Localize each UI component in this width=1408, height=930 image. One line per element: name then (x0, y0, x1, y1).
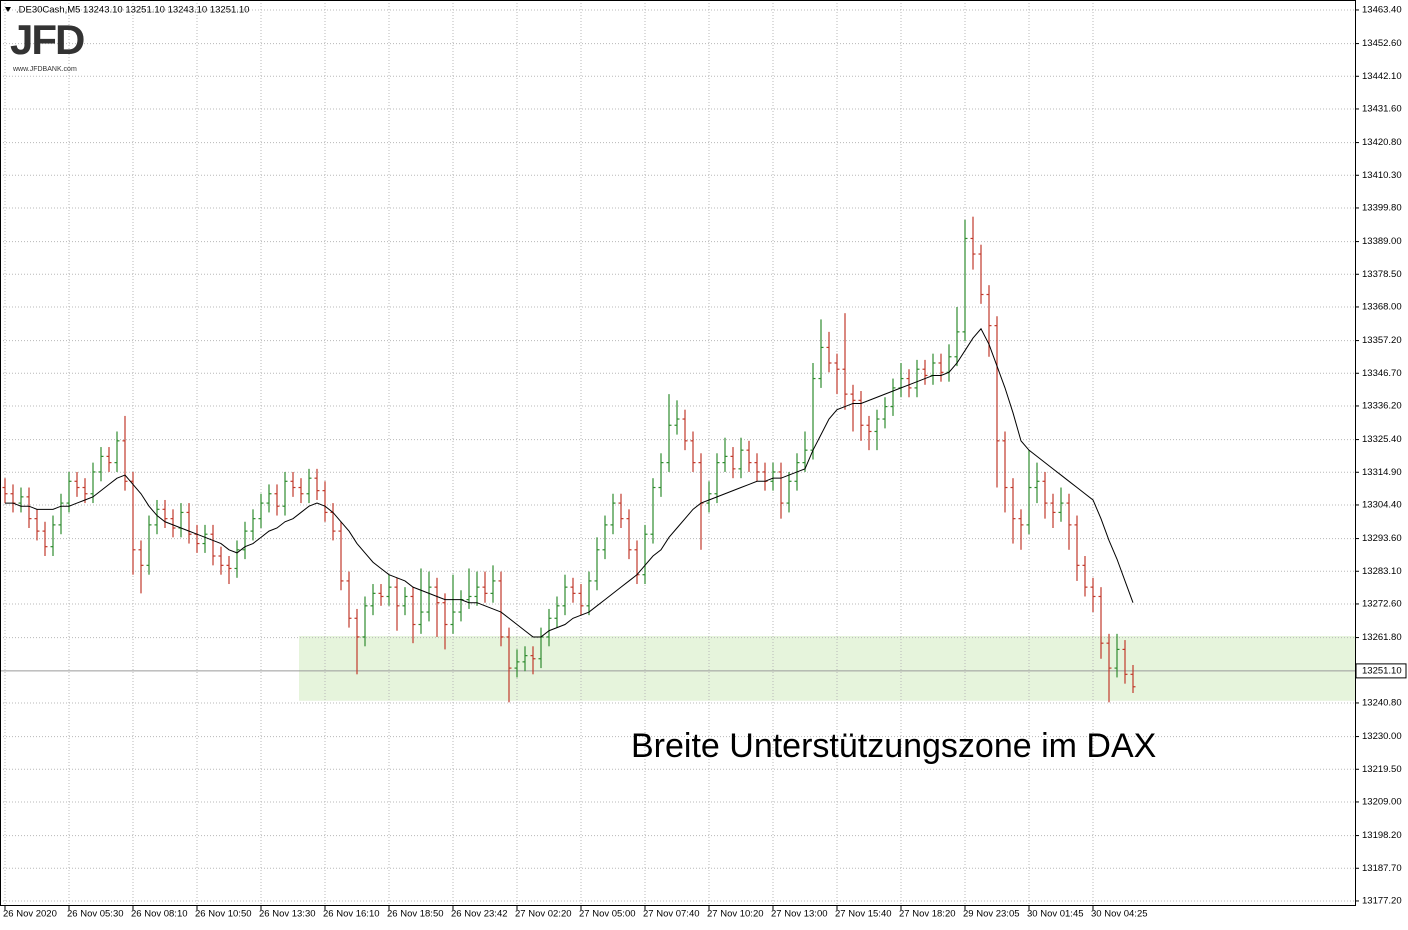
annotation: Breite Unterstützungszone im DAX (631, 727, 1156, 765)
x-tick-label: 26 Nov 08:10 (131, 909, 188, 920)
plot-underlay (0, 0, 1355, 905)
y-tick-label: 13357.20 (1362, 335, 1402, 346)
x-tick-label: 27 Nov 13:00 (771, 909, 828, 920)
y-tick-label: 13219.50 (1362, 764, 1402, 775)
y-tick-label: 13410.30 (1362, 170, 1402, 181)
y-tick-label: 13399.80 (1362, 202, 1402, 213)
y-tick-label: 13442.10 (1362, 71, 1402, 82)
x-tick-label: 26 Nov 10:50 (195, 909, 252, 920)
x-tick-label: 27 Nov 05:00 (579, 909, 636, 920)
support-zone (299, 636, 1355, 701)
x-tick-label: 27 Nov 15:40 (835, 909, 892, 920)
y-tick-label: 13420.80 (1362, 137, 1402, 148)
y-tick-label: 13177.20 (1362, 895, 1402, 906)
x-tick-label: 30 Nov 04:25 (1091, 909, 1148, 920)
y-tick-label: 13209.00 (1362, 796, 1402, 807)
x-tick-label: 27 Nov 10:20 (707, 909, 764, 920)
y-tick-label: 13187.70 (1362, 863, 1402, 874)
x-tick-label: 27 Nov 07:40 (643, 909, 700, 920)
y-tick-label: 13272.60 (1362, 598, 1402, 609)
y-tick-label: 13452.60 (1362, 38, 1402, 49)
y-tick-label: 13283.10 (1362, 566, 1402, 577)
x-tick-label: 27 Nov 02:20 (515, 909, 572, 920)
y-tick-label: 13346.70 (1362, 368, 1402, 379)
y-tick-label: 13314.90 (1362, 467, 1402, 478)
moving-average (5, 327, 1134, 638)
x-tick-label: 26 Nov 18:50 (387, 909, 444, 920)
x-tick-label: 30 Nov 01:45 (1027, 909, 1084, 920)
y-tick-label: 13389.00 (1362, 236, 1402, 247)
plot-frame (0, 0, 1356, 906)
plot-marks (2, 216, 1136, 703)
y-tick-label: 13325.40 (1362, 434, 1402, 445)
logo: JFD (10, 16, 84, 63)
y-tick-label: 13378.50 (1362, 269, 1402, 280)
menu-arrow[interactable] (5, 7, 11, 12)
x-tick-label: 26 Nov 23:42 (451, 909, 508, 920)
y-tick-label: 13293.60 (1362, 533, 1402, 544)
y-tick-label: 13240.80 (1362, 697, 1402, 708)
y-tick-label: 13463.40 (1362, 4, 1402, 15)
logo-url: www.JFDBANK.com (12, 66, 77, 73)
x-tick-label: 26 Nov 13:30 (259, 909, 316, 920)
y-tick-label: 13230.00 (1362, 731, 1402, 742)
x-tick-label: 27 Nov 18:20 (899, 909, 956, 920)
y-tick-label: 13261.80 (1362, 632, 1402, 643)
y-tick-label: 13304.40 (1362, 499, 1402, 510)
x-tick-label: 29 Nov 23:05 (963, 909, 1020, 920)
chart-info: .DE30Cash,M5 13243.10 13251.10 13243.10 … (16, 5, 249, 16)
x-tick-label: 26 Nov 2020 (3, 909, 57, 920)
y-tick-label: 13198.20 (1362, 830, 1402, 841)
y-tick-label: 13368.00 (1362, 301, 1402, 312)
last-price-box (1355, 663, 1407, 679)
last-price-label: 13251.10 (1362, 665, 1402, 676)
x-tick-label: 26 Nov 16:10 (323, 909, 380, 920)
y-tick-label: 13431.60 (1362, 103, 1402, 114)
x-tick-label: 26 Nov 05:30 (67, 909, 124, 920)
y-tick-label: 13336.20 (1362, 400, 1402, 411)
